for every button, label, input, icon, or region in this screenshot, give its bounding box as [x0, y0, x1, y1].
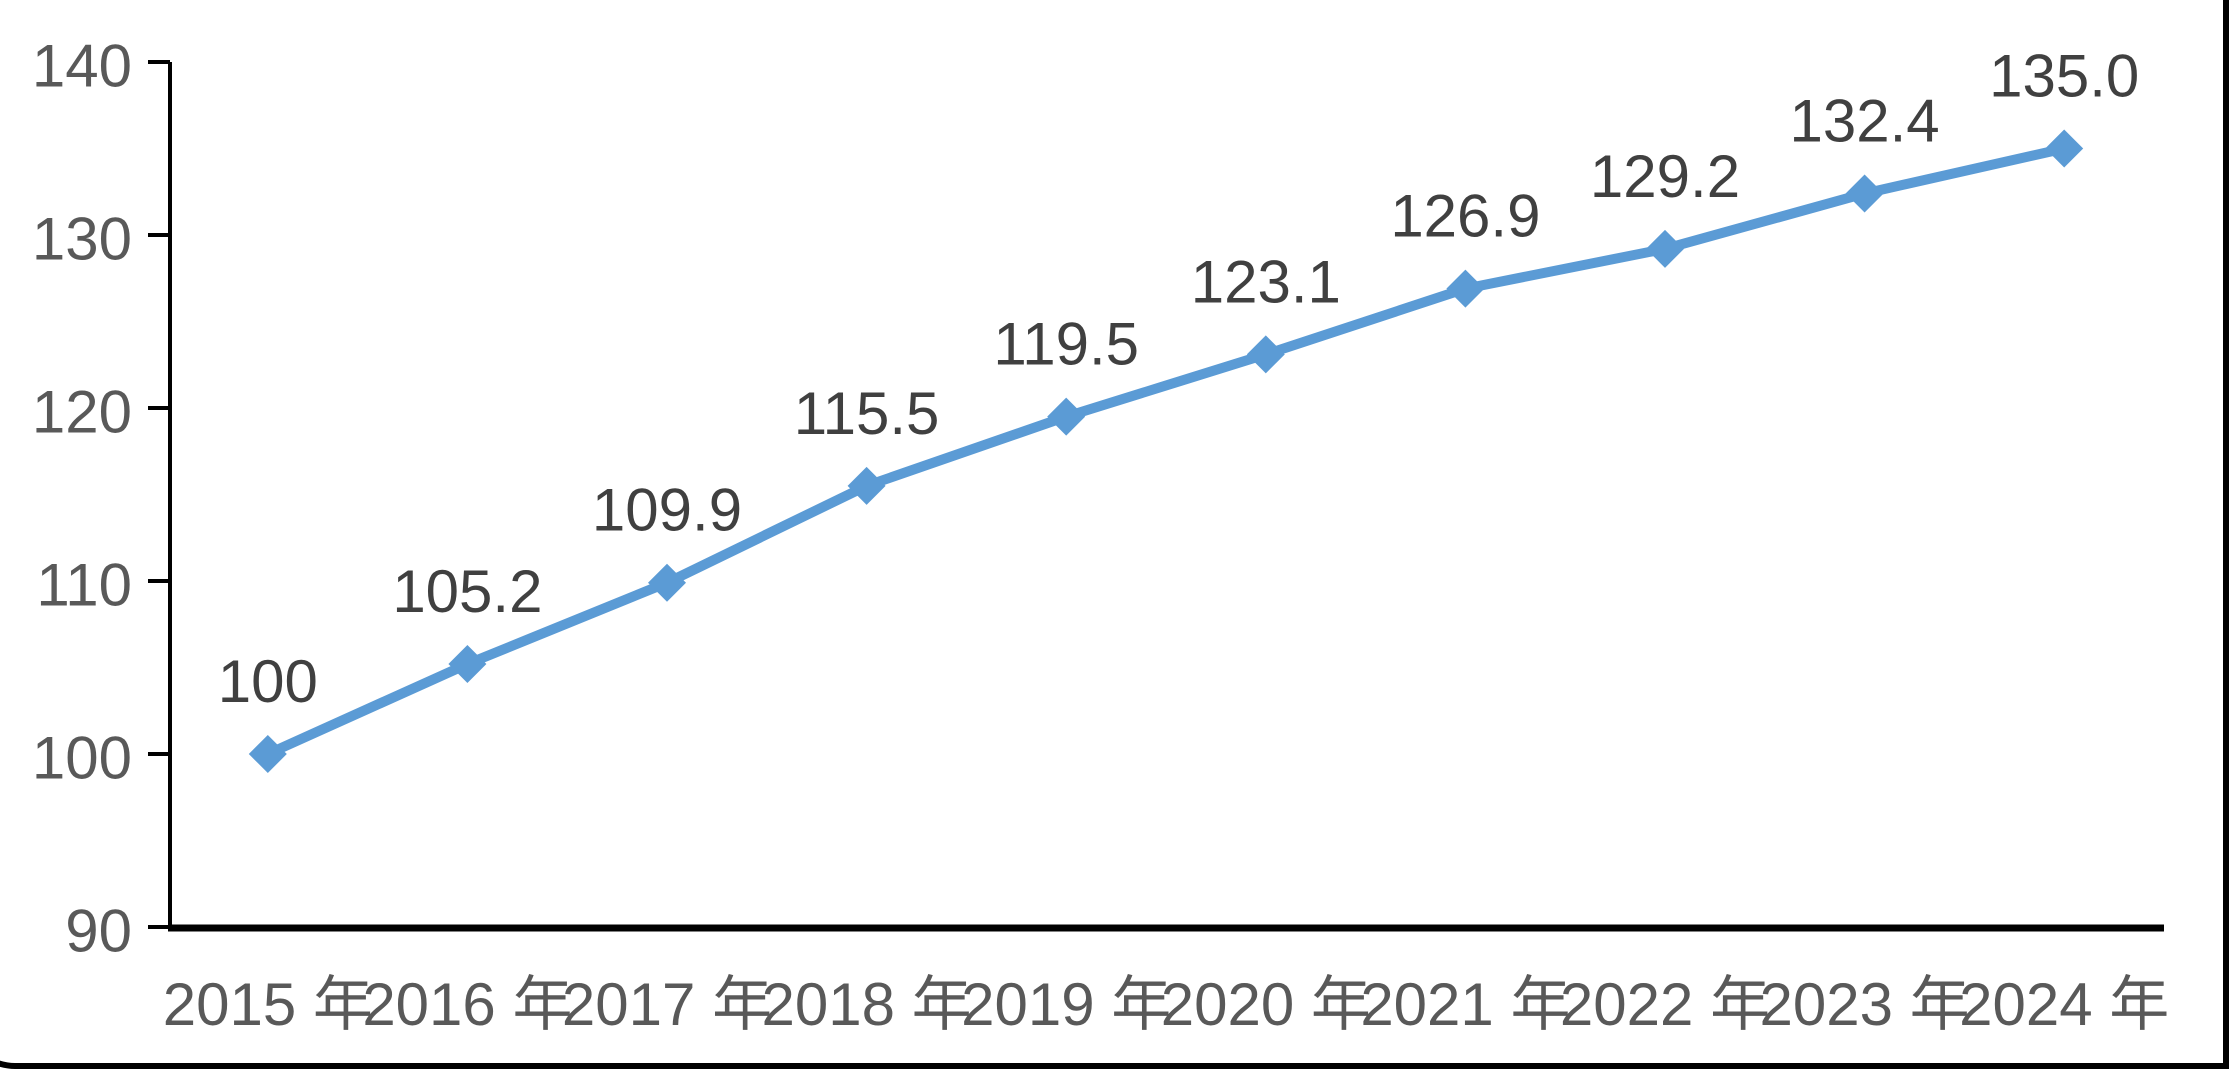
data-point-label: 109.9: [592, 477, 742, 544]
x-axis-category-label: 2021 年: [1360, 971, 1570, 1038]
y-axis-tick-label: 110: [36, 552, 132, 619]
x-axis-category-label: 2017 年: [562, 971, 772, 1038]
data-point-label: 115.5: [794, 380, 940, 447]
data-point-label: 105.2: [392, 558, 542, 625]
x-axis-category-label: 2020 年: [1161, 971, 1371, 1038]
data-point-label: 123.1: [1191, 248, 1341, 315]
x-axis-category-label: 2024 年: [1959, 971, 2169, 1038]
series-line: [262, 143, 2070, 759]
x-axis-category-label: 2016 年: [362, 971, 572, 1038]
x-axis-category-label: 2015 年: [163, 971, 373, 1038]
data-point-label: 129.2: [1590, 143, 1740, 210]
data-point-marker: [248, 735, 287, 773]
data-point-label: 119.5: [993, 311, 1139, 378]
x-axis-category-label: 2018 年: [762, 971, 972, 1038]
data-point-marker: [2045, 129, 2084, 168]
data-point-marker: [1646, 229, 1684, 268]
data-point-label: 100: [218, 648, 318, 715]
x-axis-category-label: 2023 年: [1760, 971, 1970, 1038]
x-axis-category-label: 2022 年: [1560, 971, 1770, 1038]
data-point-marker: [648, 563, 686, 602]
data-point-marker: [847, 466, 886, 505]
y-axis-tick-label: 140: [32, 33, 132, 100]
data-point-marker: [1047, 397, 1086, 436]
data-point-label: 132.4: [1790, 87, 1940, 154]
y-axis-tick-label: 100: [32, 725, 132, 792]
y-axis-tick-label: 90: [65, 898, 132, 965]
data-point-marker: [1246, 335, 1285, 374]
data-point-marker: [1446, 269, 1485, 308]
y-axis-tick-label: 130: [32, 206, 132, 273]
data-point-marker: [1845, 174, 1884, 213]
y-axis-tick-label: 120: [32, 379, 132, 446]
x-axis-category-label: 2019 年: [961, 971, 1171, 1038]
data-point-marker: [448, 645, 487, 684]
data-point-label: 135.0: [1989, 43, 2139, 110]
data-point-label: 126.9: [1390, 183, 1540, 250]
